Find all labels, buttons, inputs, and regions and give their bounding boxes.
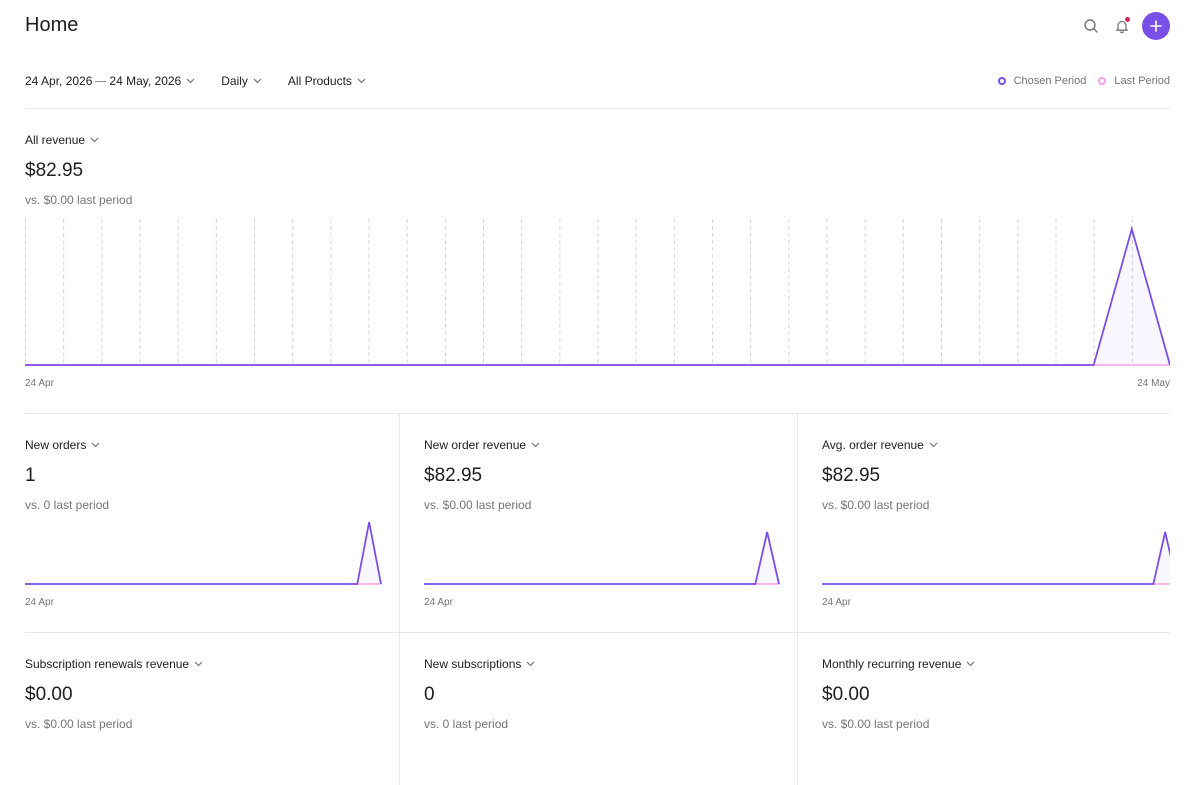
monthly-recurring-revenue-card: Monthly recurring revenue $0.00 vs. $0.0… <box>822 657 1195 731</box>
avg-order-revenue-card: Avg. order revenue $82.95 vs. $0.00 last… <box>822 438 1195 608</box>
row-divider <box>25 632 1170 633</box>
chevron-down-icon <box>253 78 262 84</box>
metric-value: 0 <box>424 684 435 705</box>
metric-comparison: vs. $0.00 last period <box>822 498 930 512</box>
chosen-period-area <box>25 522 381 584</box>
metric-selector[interactable]: New subscriptions <box>424 657 797 671</box>
metric-label: New order revenue <box>424 438 527 452</box>
metric-value: $82.95 <box>424 465 483 486</box>
metric-label: Monthly recurring revenue <box>822 657 962 671</box>
date-end: 24 May, 2026 <box>109 74 182 88</box>
date-separator <box>95 80 107 82</box>
subscription-renewals-revenue-card: Subscription renewals revenue $0.00 vs. … <box>25 657 398 731</box>
metric-value: $0.00 <box>822 684 870 705</box>
new-order-revenue-chart: 24 Apr <box>424 531 780 608</box>
filters-bar: 24 Apr, 2026 24 May, 2026 Daily All Prod… <box>25 70 1170 92</box>
metric-selector[interactable]: All revenue <box>25 133 1170 147</box>
x-axis-start-label: 24 Apr <box>822 597 852 608</box>
metric-comparison: vs. 0 last period <box>25 498 110 512</box>
metric-value: $0.00 <box>25 684 73 705</box>
legend-chosen-period[interactable]: Chosen Period <box>997 75 1087 87</box>
last-period-marker <box>1098 77 1107 85</box>
x-axis-start-label: 24 Apr <box>25 378 55 389</box>
legend-last-label: Last Period <box>1114 75 1170 87</box>
metric-comparison: vs. $0.00 last period <box>424 498 532 512</box>
chart-legend: Chosen Period Last Period <box>986 70 1170 92</box>
metric-selector[interactable]: Subscription renewals revenue <box>25 657 398 671</box>
all-revenue-card: All revenue $82.95 vs. $0.00 last period… <box>25 133 1170 393</box>
metric-comparison: vs. 0 last period <box>424 717 509 731</box>
metric-comparison: vs. $0.00 last period <box>25 193 133 207</box>
search-button[interactable] <box>1077 12 1105 40</box>
date-start: 24 Apr, 2026 <box>25 74 93 88</box>
plus-icon <box>1150 20 1162 32</box>
chosen-period-line <box>25 225 1170 366</box>
interval-filter[interactable]: Daily <box>221 74 262 88</box>
chevron-down-icon <box>966 661 975 667</box>
date-range-filter[interactable]: 24 Apr, 2026 24 May, 2026 <box>25 74 195 88</box>
new-order-revenue-card: New order revenue $82.95 vs. $0.00 last … <box>424 438 797 608</box>
metric-value: $82.95 <box>822 465 881 486</box>
chevron-down-icon <box>91 442 100 448</box>
metric-label: Avg. order revenue <box>822 438 924 452</box>
x-axis-end-label: 24 May <box>1137 378 1170 389</box>
metric-comparison: vs. $0.00 last period <box>822 717 930 731</box>
top-actions <box>1077 12 1170 40</box>
notifications-button[interactable] <box>1108 12 1136 40</box>
page-title: Home <box>25 14 79 36</box>
new-subscriptions-card: New subscriptions 0 vs. 0 last period <box>424 657 797 731</box>
metric-selector[interactable]: New orders <box>25 438 398 452</box>
legend-last-period[interactable]: Last Period <box>1098 75 1170 87</box>
metric-value: 1 <box>25 465 36 486</box>
section-divider <box>25 413 1170 414</box>
chevron-down-icon <box>531 442 540 448</box>
chevron-down-icon <box>357 78 366 84</box>
metric-label: All revenue <box>25 133 86 147</box>
chosen-period-area <box>822 532 1170 584</box>
chosen-period-line <box>822 531 1170 585</box>
new-orders-chart: 24 Apr <box>25 521 382 608</box>
metric-comparison: vs. $0.00 last period <box>25 717 133 731</box>
new-orders-card: New orders 1 vs. 0 last period 24 Apr <box>25 438 398 608</box>
chosen-period-area <box>424 532 779 584</box>
chevron-down-icon <box>186 78 195 84</box>
legend-chosen-label: Chosen Period <box>1013 75 1087 87</box>
search-icon <box>1084 19 1098 33</box>
interval-value: Daily <box>221 74 248 88</box>
avg-order-revenue-chart: 24 Apr <box>822 531 1170 608</box>
chosen-period-marker <box>997 77 1006 85</box>
x-axis-start-label: 24 Apr <box>25 597 55 608</box>
chevron-down-icon <box>90 137 99 143</box>
all-revenue-chart: 24 Apr 24 May <box>25 219 1170 389</box>
products-filter[interactable]: All Products <box>288 74 366 88</box>
metric-label: Subscription renewals revenue <box>25 657 190 671</box>
notification-dot <box>1125 17 1130 22</box>
chevron-down-icon <box>194 661 203 667</box>
chevron-down-icon <box>526 661 535 667</box>
add-button[interactable] <box>1142 12 1170 40</box>
filters-divider <box>25 108 1170 109</box>
metric-label: New orders <box>25 438 87 452</box>
top-bar: Home <box>25 0 1170 52</box>
metric-value: $82.95 <box>25 160 84 181</box>
metric-label: New subscriptions <box>424 657 522 671</box>
metric-selector[interactable]: Monthly recurring revenue <box>822 657 1195 671</box>
products-value: All Products <box>287 74 352 88</box>
metric-selector[interactable]: New order revenue <box>424 438 797 452</box>
column-divider <box>797 413 798 785</box>
metric-selector[interactable]: Avg. order revenue <box>822 438 1195 452</box>
chosen-period-line <box>25 521 382 585</box>
column-divider <box>399 413 400 785</box>
chevron-down-icon <box>929 442 938 448</box>
x-axis-start-label: 24 Apr <box>424 597 454 608</box>
chosen-period-line <box>424 531 780 585</box>
bell-icon <box>1116 20 1128 34</box>
